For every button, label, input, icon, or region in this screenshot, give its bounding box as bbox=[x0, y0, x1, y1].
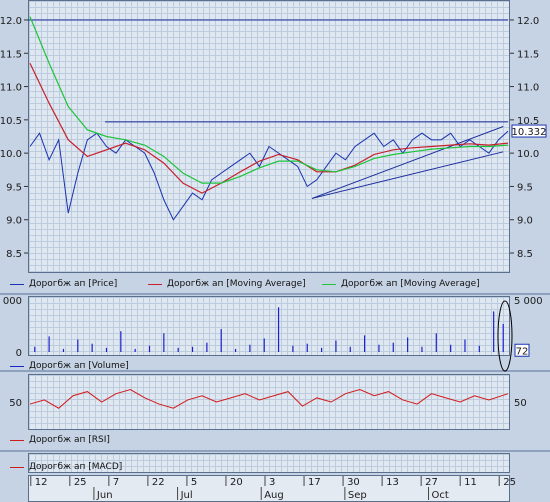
month-tick-label: Oct bbox=[432, 490, 449, 501]
legend-ma1: Дорогбж ап [Moving Average] bbox=[148, 279, 306, 289]
y-tick-label-left: 10.0 bbox=[0, 149, 22, 160]
trendline bbox=[311, 151, 504, 199]
y-tick-label-right: 10.0 bbox=[517, 149, 539, 160]
day-tick-label: 13 bbox=[386, 477, 399, 488]
month-tick-label: Aug bbox=[264, 490, 284, 501]
y-tick-label-left: 11.5 bbox=[0, 49, 22, 60]
price-panel bbox=[28, 0, 510, 273]
y-tick-label-right: 9.0 bbox=[517, 216, 533, 227]
time-axis bbox=[28, 475, 510, 502]
y-tick-label-right: 8.5 bbox=[517, 249, 533, 260]
legend-rsi: Дорогбж ап [RSI] bbox=[10, 435, 110, 445]
separator bbox=[0, 370, 550, 372]
y-tick-label-left: 12.0 bbox=[0, 16, 22, 27]
last-volume-box bbox=[514, 343, 530, 357]
y-tick-label-right: 10.5 bbox=[517, 116, 539, 127]
legend-volume-label: Дорогбж ап [Volume] bbox=[29, 361, 129, 371]
y-tick-label-left: 11.0 bbox=[0, 83, 22, 94]
y-tick-label-left: 10.5 bbox=[0, 116, 22, 127]
rsi-y-tick-right: 50 bbox=[514, 398, 527, 409]
month-tick-label: Jul bbox=[180, 490, 193, 501]
legend-macd: Дорогбж ап [MACD] bbox=[10, 462, 122, 472]
y-tick-label-left: 9.5 bbox=[6, 182, 22, 193]
y-tick-label-right: 11.0 bbox=[517, 83, 539, 94]
day-tick-label: 20 bbox=[230, 477, 243, 488]
separator bbox=[0, 293, 550, 295]
price-series-line bbox=[29, 130, 509, 221]
day-tick-label: 5 bbox=[191, 477, 197, 488]
legend-swatch bbox=[322, 283, 336, 285]
volume-y-tick-left: 0 bbox=[16, 348, 22, 359]
price-series-line bbox=[29, 16, 509, 184]
legend-swatch bbox=[10, 466, 24, 468]
legend-macd-label: Дорогбж ап [MACD] bbox=[29, 462, 123, 472]
day-tick-label: 12 bbox=[35, 477, 48, 488]
rsi-y-tick-left: 50 bbox=[9, 398, 22, 409]
month-tick-label: Sep bbox=[348, 490, 367, 501]
day-tick-label: 22 bbox=[152, 477, 165, 488]
last-volume-label: 72 bbox=[516, 346, 529, 357]
y-tick-label-left: 8.5 bbox=[6, 249, 22, 260]
rsi-panel bbox=[28, 374, 510, 430]
day-tick-label: 27 bbox=[425, 477, 438, 488]
day-tick-label: 25 bbox=[74, 477, 87, 488]
day-tick-label: 25 bbox=[503, 477, 516, 488]
highlight-ellipse bbox=[497, 300, 513, 372]
day-tick-label: 17 bbox=[308, 477, 321, 488]
last-price-box bbox=[511, 124, 547, 138]
legend-swatch bbox=[148, 283, 162, 285]
legend-rsi-label: Дорогбж ап [RSI] bbox=[29, 435, 110, 445]
legend-price-label: Дорогбж ап [Price] bbox=[29, 279, 118, 289]
volume-y-tick-left: 5 000 bbox=[0, 296, 22, 307]
month-tick-label: Jun bbox=[96, 490, 113, 501]
y-tick-label-right: 11.5 bbox=[517, 49, 539, 60]
legend-swatch bbox=[10, 283, 24, 285]
y-tick-label-left: 9.0 bbox=[6, 216, 22, 227]
legend-ma2: Дорогбж ап [Moving Average] bbox=[322, 279, 480, 289]
legend-ma1-label: Дорогбж ап [Moving Average] bbox=[167, 279, 306, 289]
rsi-line bbox=[29, 388, 509, 409]
legend-swatch bbox=[10, 365, 24, 367]
legend-price: Дорогбж ап [Price] bbox=[10, 279, 117, 289]
day-tick-label: 30 bbox=[347, 477, 360, 488]
legend-ma2-label: Дорогбж ап [Moving Average] bbox=[341, 279, 480, 289]
price-series-line bbox=[29, 62, 509, 194]
y-tick-label-right: 12.0 bbox=[517, 16, 539, 27]
day-tick-label: 7 bbox=[113, 477, 119, 488]
volume-y-tick-right: 5 000 bbox=[514, 296, 543, 307]
macd-panel bbox=[28, 453, 510, 473]
day-tick-label: 11 bbox=[464, 477, 477, 488]
day-tick-label: 3 bbox=[269, 477, 275, 488]
last-price-label: 10.332 bbox=[512, 127, 547, 138]
separator bbox=[0, 450, 550, 452]
y-tick-label-right: 9.5 bbox=[517, 182, 533, 193]
volume-panel bbox=[28, 296, 510, 356]
legend-swatch bbox=[10, 439, 24, 441]
trendline bbox=[311, 126, 504, 199]
legend-volume: Дорогбж ап [Volume] bbox=[10, 361, 129, 371]
